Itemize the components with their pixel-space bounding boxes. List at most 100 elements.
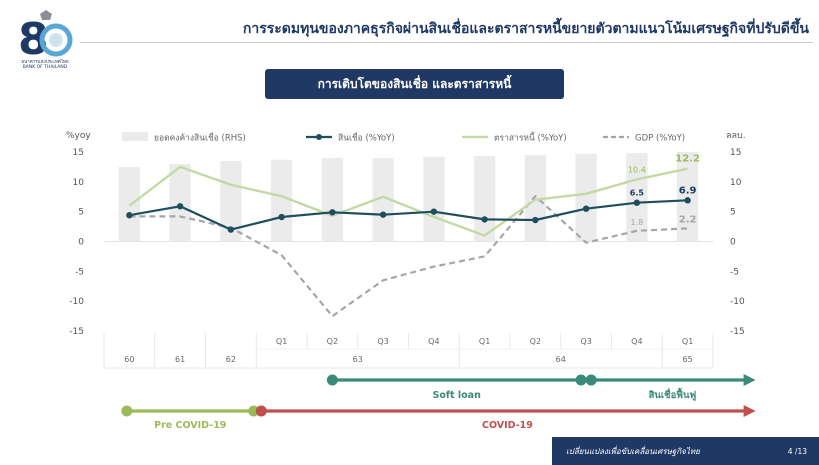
footer-bar: เปลี่ยนแปลงเพื่อขับเคลื่อนเศรษฐกิจไทย 4 … <box>552 437 819 465</box>
timeline-end-dot <box>575 374 587 386</box>
loan-point <box>582 205 590 212</box>
loan-point <box>633 199 641 206</box>
loan-point <box>126 212 133 219</box>
data-label: 12.2 <box>675 154 700 165</box>
chart-legend: ยอดคงค้างสินเชื่อ (RHS) สินเชื่อ (%YoY) ตร… <box>122 132 685 144</box>
y-left-tick: 5 <box>78 208 84 218</box>
bar <box>473 156 496 242</box>
legend-label: GDP (%YoY) <box>635 134 685 144</box>
loan-point <box>176 203 184 210</box>
x-quarter-label: Q4 <box>631 337 642 346</box>
y-right-tick: -15 <box>730 327 745 337</box>
legend-marker <box>316 134 322 140</box>
timeline-start-dot <box>121 405 133 417</box>
y-right-tick: 10 <box>730 178 742 188</box>
y-right-tick: -5 <box>730 267 739 277</box>
y-right-tick: -10 <box>730 297 745 307</box>
data-label: 1.8 <box>631 218 644 227</box>
slide-title: การระดมทุนของภาคธุรกิจผ่านสินเชื่อและตรา… <box>242 21 809 37</box>
y-left-tick: 15 <box>73 148 84 158</box>
page-number: 4 /13 <box>787 446 807 456</box>
timeline-start-dot <box>585 374 597 386</box>
timeline-label: Pre COVID-19 <box>154 420 226 431</box>
bar <box>270 159 293 242</box>
timeline-start-dot <box>255 405 267 417</box>
bar <box>169 163 191 242</box>
title-divider <box>80 42 813 43</box>
x-quarter-label: Q1 <box>479 337 490 346</box>
data-label: 2.2 <box>679 214 697 225</box>
timeline-segment: COVID-19 <box>255 405 756 431</box>
timeline-label: Soft loan <box>433 390 482 401</box>
y-left-tick: -15 <box>69 327 84 337</box>
y-right-tick: 5 <box>730 208 736 218</box>
bar-series <box>118 152 699 242</box>
bot-logo: 8 <box>14 10 76 72</box>
data-labels: 10.4 12.2 6.5 6.9 1.8 2.2 <box>628 154 700 227</box>
timeline-segment: Pre COVID-19 <box>121 405 260 431</box>
timeline-segment: สินเชื่อฟื้นฟู <box>585 374 756 402</box>
data-label: 6.9 <box>679 185 697 196</box>
legend-swatch <box>122 132 148 141</box>
x-year-label: 62 <box>226 355 236 364</box>
bar <box>372 157 394 242</box>
x-year-label: 60 <box>124 355 134 364</box>
timeline-label: สินเชื่อฟื้นฟู <box>648 387 696 402</box>
x-axis: Q1 Q2 Q3 Q4 Q1 Q2 Q3 Q4 Q1 60 61 62 63 64 65 <box>103 333 714 369</box>
timeline-segment: Soft loan <box>326 374 587 401</box>
x-year-label: 64 <box>556 355 566 364</box>
x-quarter-label: Q4 <box>428 337 439 346</box>
x-year-label: 63 <box>353 355 363 364</box>
y-right-tick: 0 <box>730 238 736 248</box>
timeline-arrowhead <box>743 374 756 386</box>
data-label: 6.5 <box>630 189 645 198</box>
x-quarter-label: Q1 <box>276 337 287 346</box>
x-quarter-label: Q3 <box>580 337 591 346</box>
timeline-arrowhead <box>743 405 756 417</box>
loan-point <box>532 216 539 224</box>
loan-point <box>379 211 387 218</box>
legend-label: ตราสารหนี้ (%YoY) <box>494 132 567 144</box>
bar <box>676 152 699 242</box>
loan-point <box>329 209 336 216</box>
y-left-tick: -5 <box>75 267 84 277</box>
x-quarter-label: Q1 <box>682 337 693 346</box>
y-left-title: %yoy <box>66 131 91 141</box>
chart-subtitle: การเติบโตของสินเชื่อ และตราสารหนี้ <box>265 69 564 99</box>
x-quarter-label: Q3 <box>377 337 388 346</box>
y-left-tick: -10 <box>69 297 84 307</box>
timeline: Soft loan สินเชื่อฟื้นฟู Pre COVID-19 COVID… <box>121 374 756 431</box>
y-left-tick: 10 <box>73 178 85 188</box>
bar <box>220 160 242 242</box>
bar <box>321 157 344 242</box>
legend-label: ยอดคงค้างสินเชื่อ (RHS) <box>154 132 246 144</box>
x-year-label: 61 <box>175 355 185 364</box>
loan-point <box>481 216 488 223</box>
x-quarter-label: Q2 <box>530 337 541 346</box>
timeline-start-dot <box>326 374 338 386</box>
legend-item-loan: สินเชื่อ (%YoY) <box>306 132 395 144</box>
bar <box>575 153 597 242</box>
loan-point <box>684 197 691 204</box>
bond-line <box>128 165 688 237</box>
x-quarter-label: Q2 <box>327 337 338 346</box>
x-year-label: 65 <box>683 355 693 364</box>
loan-point <box>430 208 438 215</box>
chart-axes: %yoy ลลบ. 15 15 10 10 5 5 0 0 -5 -5 -10 -10 -15 -15 <box>66 131 746 337</box>
loan-point <box>278 213 285 221</box>
y-left-tick: 0 <box>78 238 84 248</box>
legend-item-bars: ยอดคงค้างสินเชื่อ (RHS) <box>122 132 246 144</box>
bar <box>423 156 445 242</box>
legend-item-bond: ตราสารหนี้ (%YoY) <box>462 132 567 144</box>
footer-text: เปลี่ยนแปลงเพื่อขับเคลื่อนเศรษฐกิจไทย <box>566 446 700 456</box>
y-right-title: ลลบ. <box>726 131 746 141</box>
legend-label: สินเชื่อ (%YoY) <box>338 132 395 144</box>
loan-point <box>227 226 235 233</box>
timeline-label: COVID-19 <box>482 420 533 431</box>
y-right-tick: 15 <box>730 148 741 158</box>
bar <box>626 153 648 242</box>
logo-text: ธนาคารแห่งประเทศไทย BANK OF THAILAND <box>21 60 69 70</box>
legend-item-gdp: GDP (%YoY) <box>603 134 685 144</box>
line-series <box>126 165 691 318</box>
